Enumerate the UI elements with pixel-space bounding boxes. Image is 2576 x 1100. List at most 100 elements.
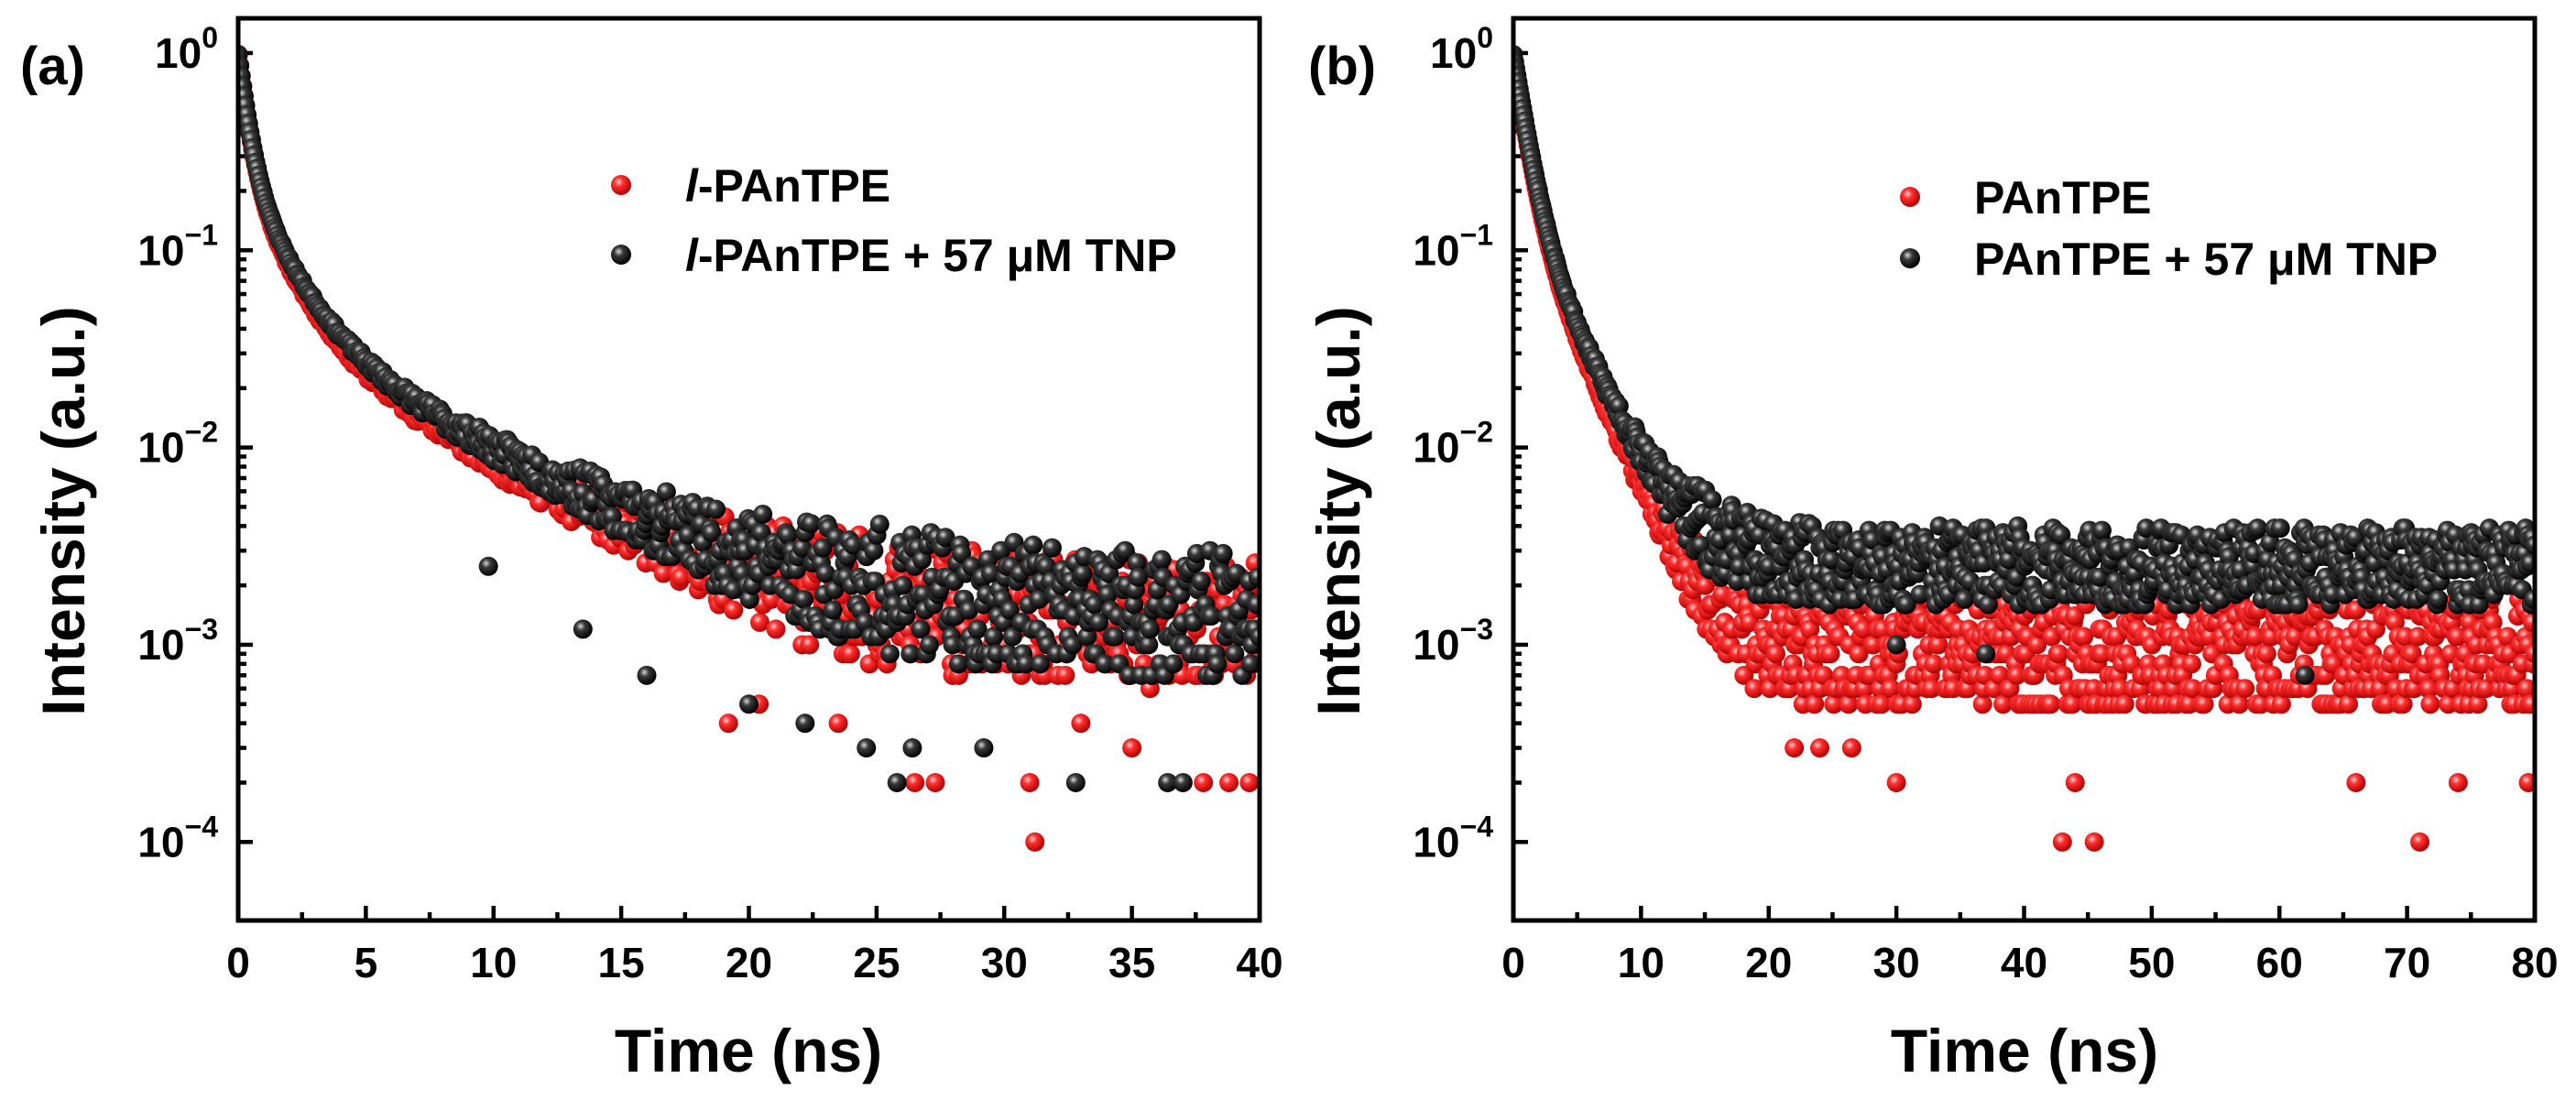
data-point (1902, 694, 1922, 714)
data-point (793, 589, 813, 609)
legend-label-l-pantpe-tnp: l-PAnTPE + 57 μM TNP (685, 230, 1177, 281)
data-point (1821, 550, 1841, 570)
y-tick-exponent: −2 (1460, 416, 1493, 449)
data-point-outlier (1122, 738, 1142, 758)
data-point (2521, 694, 2535, 714)
data-point (911, 619, 931, 639)
y-tick-label: 10−3 (137, 613, 218, 669)
data-point (653, 563, 673, 583)
legend-label-pantpe-tnp: PAnTPE + 57 μM TNP (1974, 234, 2438, 285)
panel-b-points (1513, 45, 2535, 852)
data-point-outlier (2084, 832, 2104, 852)
data-point (1702, 490, 1722, 510)
data-point (2230, 694, 2250, 714)
legend-label-text: PAnTPE (1974, 172, 2152, 223)
panel-b-ylabel: Intensity (a.u.) (1304, 306, 1372, 715)
x-tick-label: 25 (853, 939, 900, 986)
x-tick-label: 60 (2256, 939, 2303, 986)
data-point (1910, 584, 1930, 604)
legend-italic-prefix: l (685, 230, 699, 281)
data-point-outlier (1239, 772, 1260, 792)
data-point (2256, 644, 2276, 664)
data-point (2407, 626, 2428, 647)
y-tick-label: 10−1 (137, 218, 218, 274)
y-tick-label: 10−2 (1413, 416, 1493, 472)
x-tick-label: 80 (2511, 939, 2558, 986)
legend-italic-prefix: l (685, 160, 699, 212)
data-point (1691, 535, 1711, 555)
data-point (2247, 518, 2267, 539)
data-point (751, 523, 771, 543)
data-point (1002, 626, 1022, 647)
data-point (778, 525, 798, 545)
data-point (1921, 679, 1941, 699)
data-point-outlier (718, 713, 738, 734)
data-point (1839, 694, 1859, 714)
data-point-outlier (739, 694, 759, 714)
data-point (2339, 694, 2359, 714)
data-point (1105, 626, 1125, 647)
y-tick-base: 10 (137, 818, 184, 866)
panel-b-label: (b) (1308, 37, 1376, 96)
panel-a-label: (a) (20, 37, 85, 96)
data-point (1972, 694, 1992, 714)
data-point (2525, 644, 2535, 664)
data-point (879, 644, 900, 664)
x-tick-label: 0 (226, 939, 250, 986)
data-point (1191, 572, 1211, 592)
data-point (2041, 694, 2061, 714)
data-point (1805, 694, 1825, 714)
data-point-outlier (2410, 832, 2430, 852)
data-point (706, 499, 726, 519)
data-point (1085, 594, 1105, 615)
y-tick-label: 10−4 (137, 810, 218, 866)
data-point (2524, 589, 2535, 609)
panel-b-legend: PAnTPE PAnTPE + 57 μM TNP (1900, 172, 2438, 285)
data-point-outlier (1173, 772, 1193, 792)
legend-marker-black (1900, 248, 1920, 268)
y-tick-exponent: −3 (1460, 613, 1493, 646)
data-point-outlier (857, 738, 877, 758)
data-point (815, 563, 835, 583)
x-tick-label: 70 (2384, 939, 2430, 986)
data-point (1115, 540, 1135, 561)
data-point-outlier (2448, 772, 2468, 792)
data-point (959, 600, 979, 620)
data-point (1139, 635, 1159, 655)
data-point (2091, 644, 2112, 664)
data-point (1016, 654, 1036, 674)
y-tick-label: 10−4 (1413, 810, 1493, 866)
data-point-outlier (1841, 738, 1861, 758)
data-point-outlier (1071, 713, 1091, 734)
y-tick-base: 10 (1430, 29, 1477, 77)
y-tick-base: 10 (1413, 621, 1459, 669)
data-point-outlier (1194, 772, 1214, 792)
data-point-outlier (1976, 644, 1996, 664)
panel-b-x-tick-labels: 0 10 20 30 40 50 60 70 80 (1501, 939, 2558, 986)
data-point (2048, 644, 2068, 664)
panel-a-ylabel: Intensity (a.u.) (29, 306, 97, 715)
data-point (1089, 612, 1109, 632)
y-tick-exponent: −1 (1460, 218, 1493, 251)
y-tick-label: 100 (155, 21, 218, 77)
data-point (2006, 665, 2026, 685)
data-point (2419, 679, 2440, 699)
data-point (1881, 679, 1901, 699)
data-point (1077, 626, 1097, 647)
legend-label-text: PAnTPE + 57 μM TNP (1974, 234, 2438, 285)
series-1 (1513, 45, 2535, 685)
x-tick-label: 10 (1618, 939, 1665, 986)
legend-label-pantpe: PAnTPE (1974, 172, 2152, 223)
x-tick-label: 30 (981, 939, 1028, 986)
data-point-outlier (887, 772, 907, 792)
data-point (749, 612, 770, 632)
legend-entry-l-pantpe: l-PAnTPE (611, 160, 890, 212)
data-point (1766, 644, 1786, 664)
data-point (1853, 619, 1873, 639)
data-point (2183, 679, 2203, 699)
data-point-outlier (902, 738, 922, 758)
data-point (2194, 694, 2214, 714)
data-point (702, 523, 722, 543)
